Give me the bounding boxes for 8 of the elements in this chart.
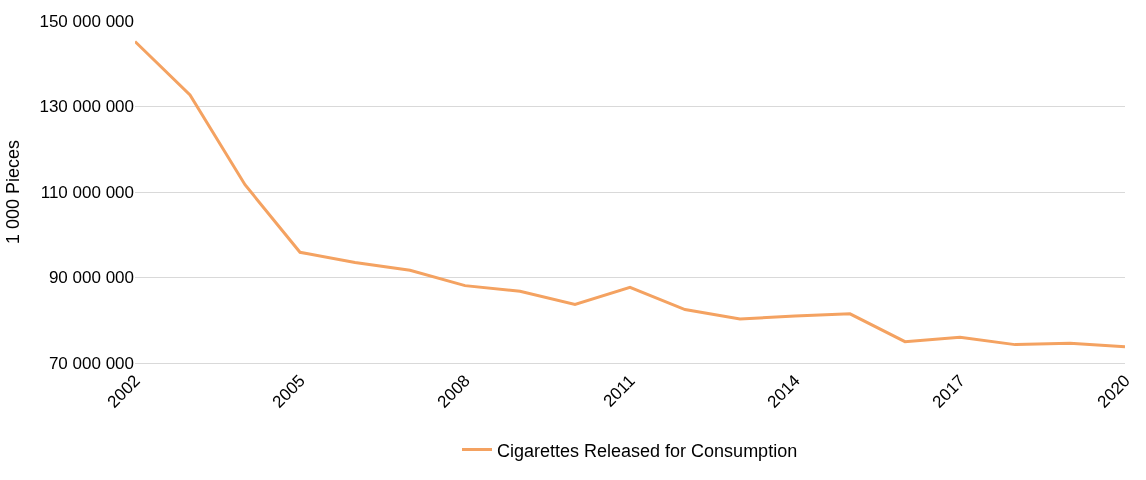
y-axis-title: 1 000 Pieces: [2, 139, 23, 245]
legend-label: Cigarettes Released for Consumption: [497, 440, 798, 461]
y-tick-label: 90 000 000: [48, 268, 134, 288]
line-series: [135, 40, 1125, 349]
y-tick-label: 130 000 000: [39, 97, 134, 117]
y-tick-label: 150 000 000: [39, 11, 134, 31]
y-tick-label: 70 000 000: [48, 353, 134, 373]
y-tick-label: 110 000 000: [40, 182, 134, 202]
